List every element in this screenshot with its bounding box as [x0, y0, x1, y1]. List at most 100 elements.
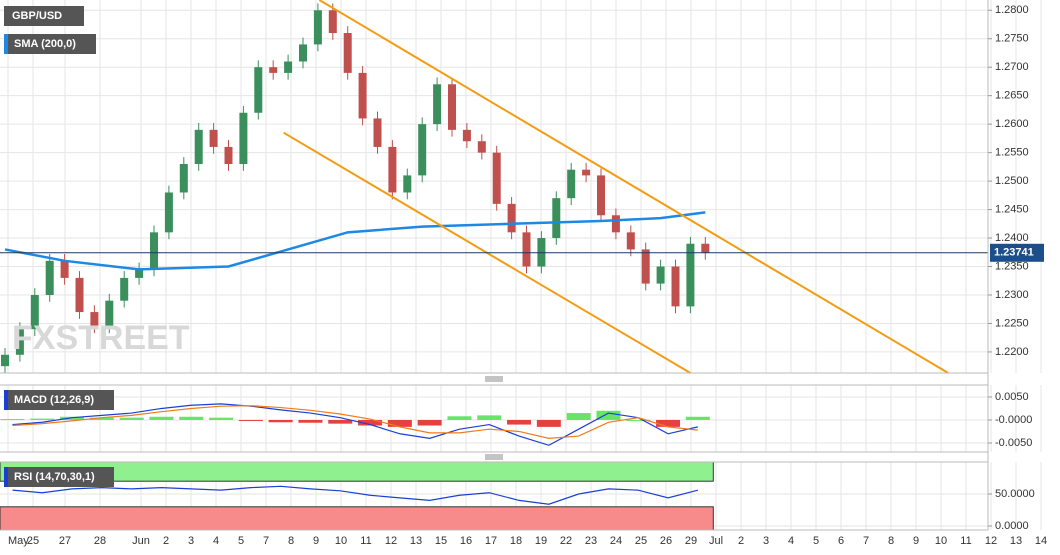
- y-tick-label: -0.0050: [995, 437, 1032, 449]
- candle-body: [194, 129, 203, 165]
- candle-body: [701, 243, 710, 253]
- candle-body: [60, 260, 69, 278]
- candle-body: [671, 266, 680, 307]
- candle-body: [611, 215, 620, 233]
- candle-body: [209, 129, 218, 147]
- candle-body: [30, 294, 39, 330]
- candle-body: [150, 232, 158, 270]
- y-tick-label: 1.2200: [995, 346, 1029, 358]
- candle-body: [239, 112, 248, 165]
- x-tick-label: 3: [188, 535, 194, 547]
- oversold-band: [0, 506, 714, 531]
- x-tick-label: 7: [263, 535, 269, 547]
- x-tick-label: Jun: [132, 535, 150, 547]
- macd-histogram-bar: [626, 419, 651, 421]
- x-tick-label: 15: [435, 535, 447, 547]
- y-tick-label: 1.2300: [995, 289, 1029, 301]
- macd-histogram-bar: [358, 419, 383, 426]
- candle-body: [582, 169, 591, 176]
- candle-body: [164, 192, 173, 233]
- y-tick-label: 50.0000: [995, 488, 1035, 500]
- y-tick-label: 1.2750: [995, 33, 1029, 45]
- signal-line: [12, 405, 698, 439]
- candle-body: [269, 67, 278, 73]
- macd-histogram-bar: [536, 419, 561, 427]
- symbol-box[interactable]: [4, 6, 84, 26]
- indicator-label[interactable]: RSI (14,70,30,1): [14, 471, 95, 483]
- candle-body: [313, 10, 322, 45]
- indicator-box[interactable]: [4, 34, 96, 54]
- macd-histogram-bar: [566, 413, 591, 420]
- candle-body: [433, 84, 442, 125]
- macd-histogram-bar: [60, 416, 85, 420]
- last-price-box: [990, 243, 1044, 262]
- x-tick-label: 12: [985, 535, 997, 547]
- indicator-label[interactable]: MACD (12,26,9): [14, 394, 94, 406]
- candle-body: [477, 141, 486, 153]
- macd-histogram-bar: [0, 419, 25, 421]
- macd-histogram-bar: [328, 419, 353, 424]
- indicator-label[interactable]: SMA (200,0): [14, 38, 76, 50]
- candle-body: [343, 33, 352, 73]
- candle-body: [686, 243, 695, 307]
- candle-body: [328, 10, 337, 34]
- candle-body: [1, 354, 9, 367]
- macd-line: [12, 403, 698, 446]
- x-tick-label: Jul: [709, 535, 723, 547]
- candle-body: [224, 146, 233, 165]
- x-tick-label: 9: [313, 535, 319, 547]
- y-tick-label: 1.2650: [995, 90, 1029, 102]
- x-tick-label: 3: [763, 535, 769, 547]
- candle-body: [373, 118, 382, 147]
- resize-handle[interactable]: [485, 454, 503, 460]
- macd-histogram-bar: [447, 416, 472, 420]
- macd-histogram-bar: [685, 416, 710, 420]
- symbol-label[interactable]: GBP/USD: [12, 10, 62, 22]
- macd-histogram-bar: [149, 416, 174, 420]
- x-tick-label: 8: [888, 535, 894, 547]
- y-tick-label: 1.2350: [995, 260, 1029, 272]
- macd-histogram-bar: [417, 419, 442, 426]
- macd-histogram-bar: [209, 417, 234, 420]
- candle-body: [403, 175, 412, 193]
- candle-body: [641, 249, 650, 284]
- candle-body: [567, 169, 576, 199]
- x-tick-label: 19: [535, 535, 547, 547]
- x-tick-label: 25: [27, 535, 39, 547]
- x-tick-label: 26: [660, 535, 672, 547]
- y-tick-label: 1.2800: [995, 4, 1029, 16]
- macd-histogram-bar: [268, 419, 293, 423]
- x-tick-label: 28: [94, 535, 106, 547]
- candle-body: [626, 232, 635, 250]
- x-tick-label: 27: [59, 535, 71, 547]
- x-tick-label: 18: [510, 535, 522, 547]
- x-tick-label: 25: [635, 535, 647, 547]
- candle-body: [358, 72, 367, 119]
- indicator-box[interactable]: [4, 390, 114, 410]
- candle-body: [284, 61, 293, 73]
- x-tick-label: May: [8, 535, 29, 547]
- macd-histogram-bar: [298, 419, 323, 423]
- candle-body: [120, 277, 129, 301]
- resize-handle[interactable]: [485, 376, 503, 382]
- y-tick-label: 1.2700: [995, 61, 1029, 73]
- x-tick-label: 5: [238, 535, 244, 547]
- y-tick-label: 1.2450: [995, 203, 1029, 215]
- indicator-box[interactable]: [4, 467, 114, 487]
- macd-histogram-bar: [119, 417, 144, 420]
- x-tick-label: 23: [585, 535, 597, 547]
- candle-body: [656, 266, 665, 284]
- x-tick-label: 29: [685, 535, 697, 547]
- indicator-swatch: [4, 467, 8, 487]
- candle-body: [388, 146, 397, 193]
- indicator-swatch: [4, 390, 8, 410]
- macd-histogram-bar: [238, 419, 263, 421]
- y-tick-label: 1.2250: [995, 317, 1029, 329]
- candle-body: [552, 198, 561, 239]
- candle-body: [15, 329, 24, 355]
- last-price-label: 1.23741: [994, 247, 1034, 259]
- x-tick-label: 6: [838, 535, 844, 547]
- rsi-line: [12, 485, 698, 505]
